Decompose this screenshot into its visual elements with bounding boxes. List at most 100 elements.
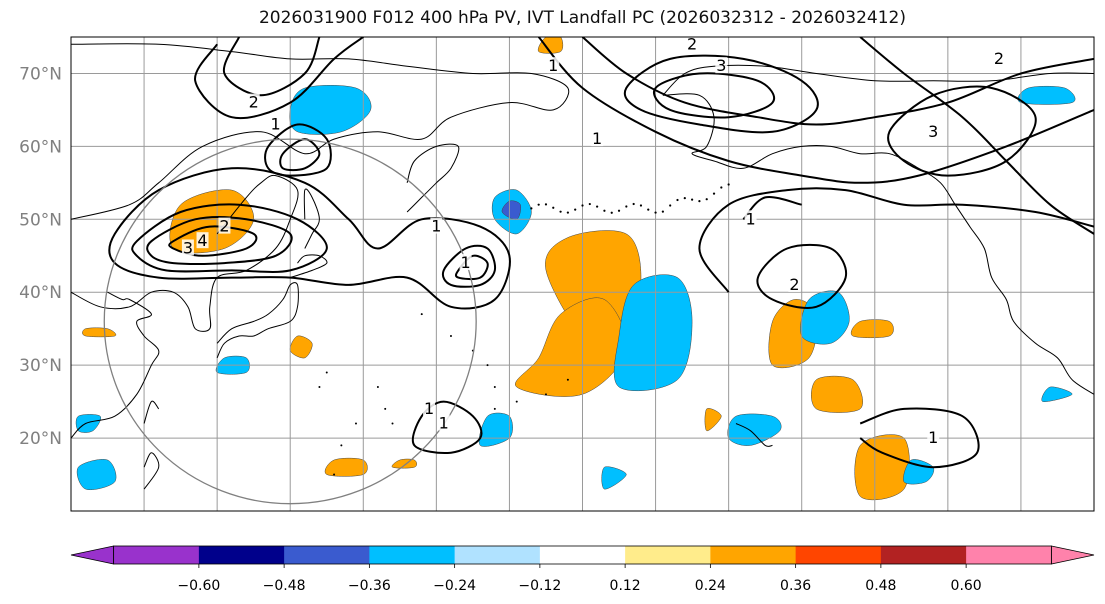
pv-contour-2: [131, 203, 328, 273]
island-dot: [705, 198, 708, 201]
colorbar-tick-label: 0.48: [865, 578, 896, 594]
coastline: [216, 282, 299, 359]
contour-label: 1: [548, 56, 558, 75]
colorbar-tick-label: −0.24: [433, 578, 476, 594]
contour-label: 1: [271, 115, 281, 134]
lon-tick-label: 140°E: [264, 519, 316, 520]
coastline: [662, 93, 1094, 395]
island-dot: [530, 207, 533, 210]
pv-contour-1: [698, 187, 1094, 293]
colorbar-tick-label: 0.24: [695, 578, 726, 594]
island-dot: [720, 186, 723, 189]
island-dot: [581, 204, 584, 207]
island-dot: [610, 211, 613, 214]
pv-contour-2: [222, 37, 321, 97]
contour-label: 1: [928, 428, 938, 447]
pv-contour-3: [887, 85, 1037, 177]
pv-anomaly-patch: [169, 189, 254, 254]
island-dot: [420, 313, 423, 316]
pv-anomaly-fill-layer: [75, 37, 1076, 501]
island-dot: [588, 202, 591, 206]
lon-tick-label: 120°E: [118, 519, 170, 520]
contour-label-bg: [269, 115, 282, 132]
colorbar-tick-label: −0.60: [177, 578, 220, 594]
colorbar-bin: [198, 546, 285, 564]
colorbar-tick-label: 0.60: [951, 578, 982, 594]
contour-label: 1: [745, 209, 755, 228]
island-dot: [727, 183, 730, 186]
contour-label: 1: [424, 399, 434, 418]
island-dot: [683, 197, 686, 200]
island-dot: [354, 422, 357, 425]
pv-anomaly-patch: [704, 408, 722, 432]
island-dot: [544, 203, 548, 206]
pv-anomaly-patch: [854, 434, 910, 501]
pv-contour-4: [653, 72, 775, 119]
island-dot: [552, 206, 555, 209]
colorbar-bin: [880, 546, 967, 564]
island-dot: [654, 211, 657, 214]
lat-tick-label: 60°N: [19, 137, 62, 157]
lon-tick-label: 160°E: [411, 519, 463, 520]
colorbar-bin: [539, 546, 626, 564]
lon-tick-label: 150°W: [773, 519, 831, 520]
coastline: [71, 174, 299, 332]
island-dot: [449, 334, 452, 337]
pv-contour-1: [537, 37, 1094, 184]
island-dot: [603, 209, 606, 212]
island-dot: [384, 407, 387, 410]
island-dot: [333, 473, 336, 476]
island-dot: [559, 210, 562, 213]
contour-label: 3: [716, 56, 726, 75]
island-dot: [669, 204, 672, 207]
colorbar-tick-label: −0.12: [518, 578, 561, 594]
pv-anomaly-patch: [800, 290, 850, 345]
contour-label: 2: [249, 93, 259, 112]
lon-tick-label: 170°W: [627, 519, 685, 520]
colorbar-bin: [454, 546, 541, 564]
longitude-tick-labels: 120°E 130°E 140°E 150°E 160°E 170°E 180°W 170°W…: [118, 519, 1050, 520]
colorbar-tick-label: 0.12: [610, 578, 641, 594]
latitude-tick-labels: 70°N 60°N 50°N 40°N 30°N 20°N: [19, 64, 62, 449]
lon-tick-label: 150°E: [337, 519, 389, 520]
pv-contour-1: [264, 123, 332, 177]
island-dot: [566, 378, 569, 381]
pv-contour-2: [756, 243, 848, 309]
colorbar-tick-label: 0.36: [780, 578, 811, 594]
contour-label-bg: [591, 130, 604, 147]
pv-anomaly-patch: [76, 459, 117, 490]
colorbar-bin: [966, 546, 1052, 564]
coastline: [71, 291, 160, 439]
pv-anomaly-patch: [289, 335, 313, 359]
pv-contour-1: [441, 244, 497, 288]
pv-contour-layer: [108, 37, 1094, 469]
lon-tick-label: 130°E: [191, 519, 243, 520]
contour-label-bg: [788, 275, 801, 292]
contour-label-bg: [423, 399, 436, 416]
contour-label-bg: [181, 239, 194, 256]
lon-tick-label: 120°W: [992, 519, 1050, 520]
contour-label-bg: [247, 93, 260, 110]
island-dot: [661, 210, 664, 213]
coastline: [662, 64, 1094, 96]
island-dot: [318, 386, 321, 389]
coastlines: [71, 43, 1094, 490]
coastline: [303, 188, 320, 249]
pv-contour-1: [108, 167, 511, 310]
island-dot: [691, 198, 694, 201]
island-dot: [698, 200, 701, 203]
island-dot: [574, 208, 577, 211]
pv-anomaly-patch: [82, 327, 117, 338]
coastline: [735, 423, 773, 447]
contour-label: 1: [439, 413, 449, 432]
lon-tick-label: 170°E: [484, 519, 536, 520]
colorbar-extend-high: [1050, 545, 1095, 565]
island-dot: [493, 407, 496, 410]
contour-label-bg: [744, 210, 757, 227]
island-dot: [493, 386, 496, 389]
colorbar-frame: [113, 545, 1052, 565]
pv-anomaly-patch: [1017, 85, 1076, 105]
contour-label-bg: [459, 254, 472, 271]
pv-contour-2: [859, 37, 1094, 235]
